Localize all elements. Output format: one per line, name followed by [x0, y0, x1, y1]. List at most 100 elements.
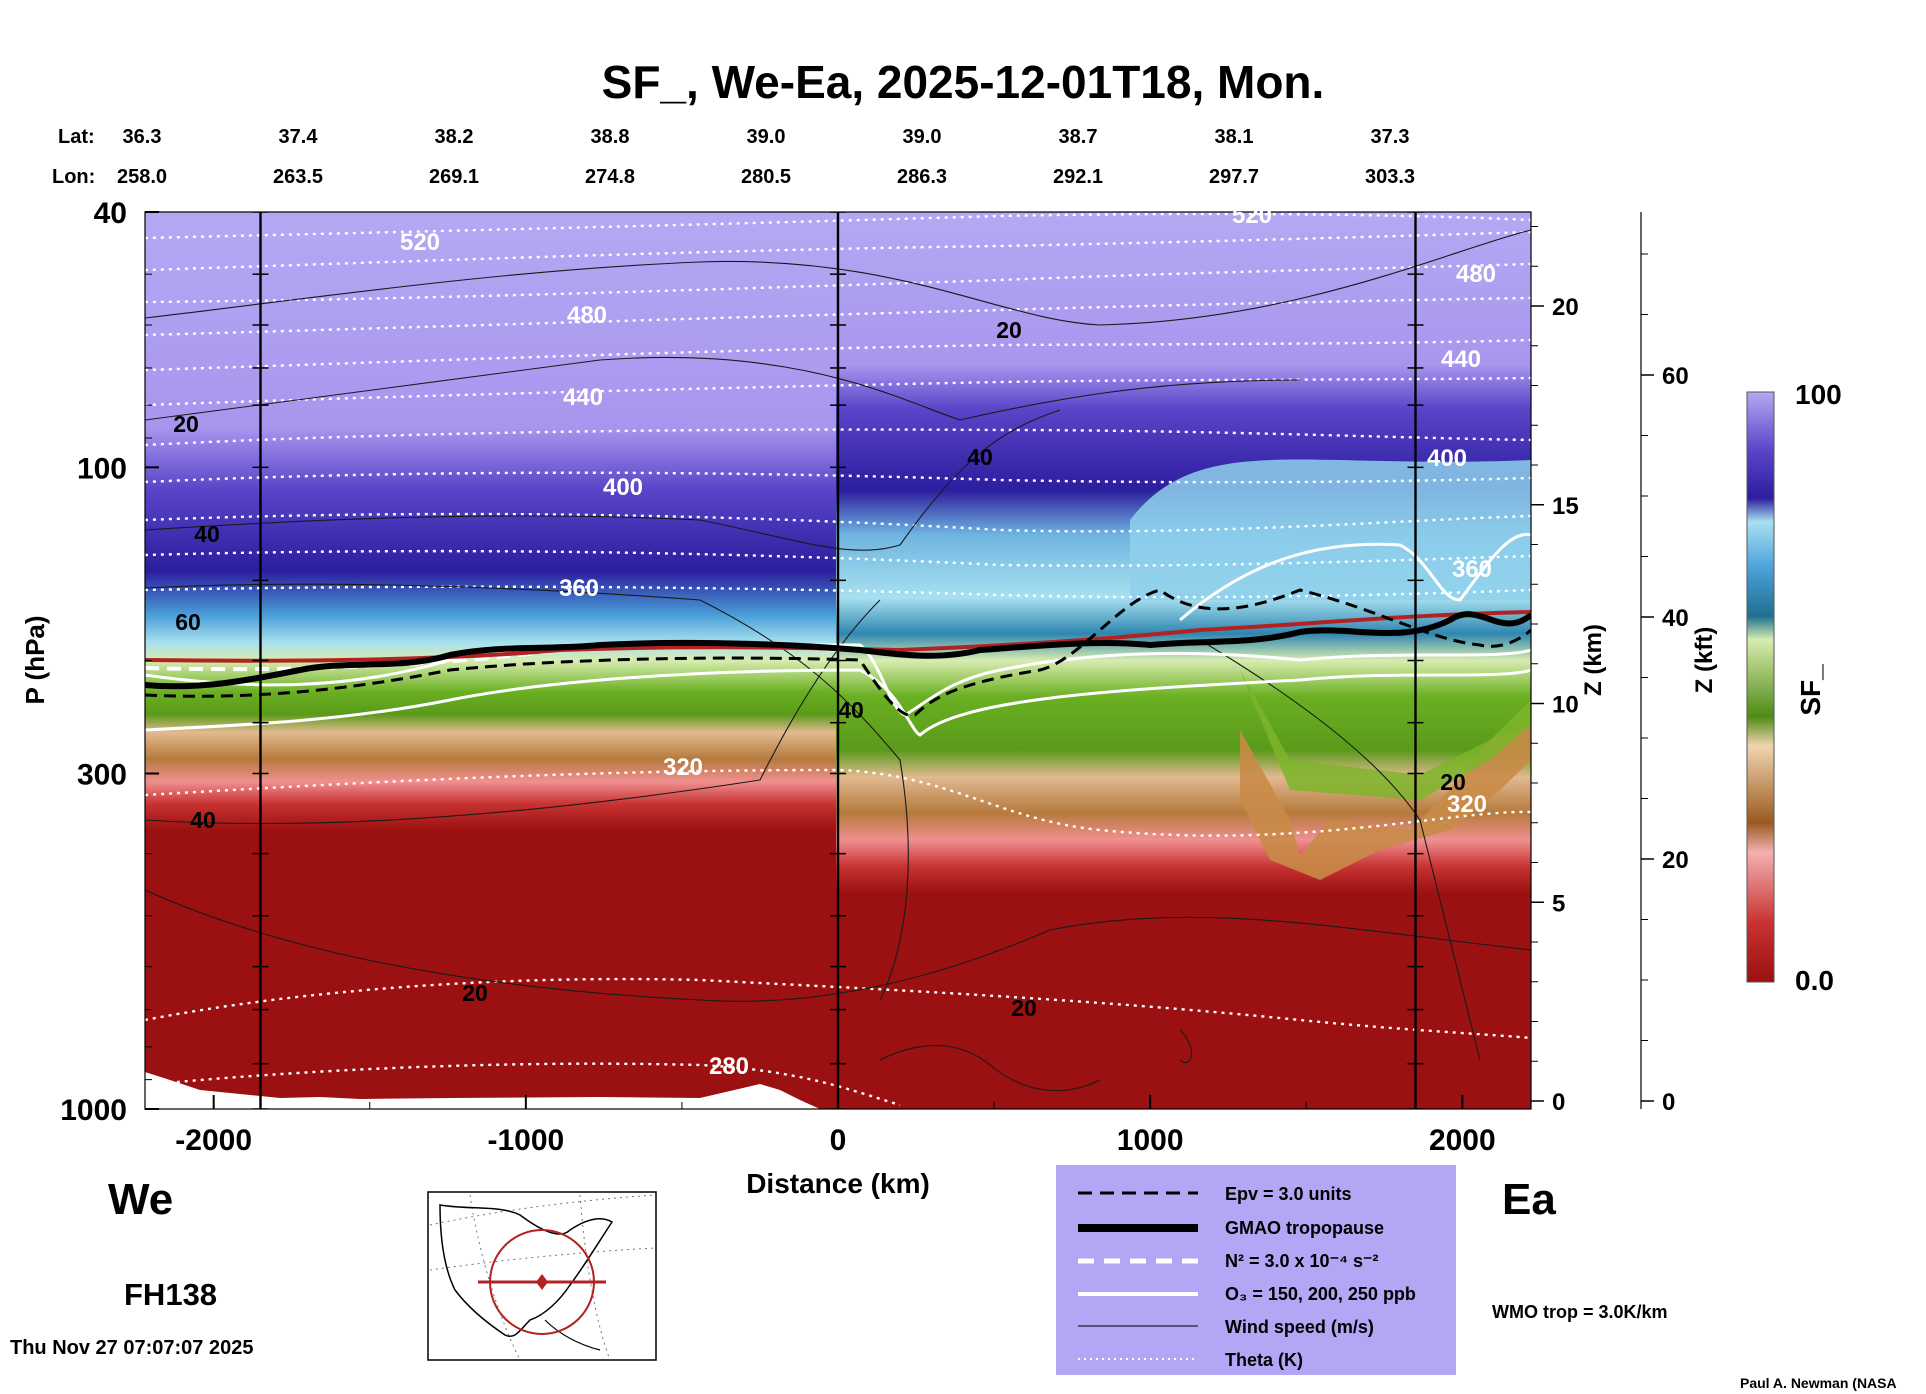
theta-label-east: 480 [1456, 261, 1496, 288]
lat-value: 38.2 [435, 126, 474, 148]
theta-label: 400 [603, 474, 643, 501]
lat-value: 36.3 [123, 126, 162, 148]
x-tick-label: 0 [830, 1124, 847, 1157]
latlon-header: Lat: Lon: 36.3 37.4 38.2 38.8 39.0 39.0 38.7 38… [52, 126, 1415, 188]
lon-value: 263.5 [273, 166, 323, 188]
lon-value: 258.0 [117, 166, 167, 188]
theta-label: 480 [567, 302, 607, 329]
wind-label: 40 [838, 697, 864, 723]
wind-label: 40 [190, 807, 216, 833]
east-label: Ea [1502, 1175, 1556, 1224]
z-kft-axis: 60 40 20 0 Z (kft) [1640, 212, 1718, 1116]
lon-value: 269.1 [429, 166, 479, 188]
colorbar: 100 0.0 SF_ [1746, 379, 1842, 996]
wind-label: 20 [1011, 995, 1037, 1021]
lon-value: 274.8 [585, 166, 635, 188]
lon-value: 286.3 [897, 166, 947, 188]
legend: Epv = 3.0 units GMAO tropopause N² = 3.0… [1056, 1165, 1456, 1375]
wind-label: 20 [1440, 769, 1466, 795]
legend-item: Wind speed (m/s) [1225, 1317, 1374, 1337]
theta-label: 360 [559, 575, 599, 602]
legend-item: Theta (K) [1225, 1350, 1303, 1370]
z-kft-tick-label: 0 [1662, 1089, 1675, 1116]
x-axis-label: Distance (km) [746, 1168, 930, 1199]
y-tick-label: 100 [77, 452, 127, 485]
west-label: We [108, 1175, 173, 1224]
z-km-tick-label: 5 [1552, 890, 1565, 917]
lon-value: 297.7 [1209, 166, 1259, 188]
x-axis: -2000 -1000 0 1000 2000 [175, 1095, 1496, 1157]
lon-value: 303.3 [1365, 166, 1415, 188]
lat-value: 37.3 [1371, 126, 1410, 148]
z-km-label: Z (km) [1580, 624, 1607, 696]
z-kft-tick-label: 40 [1662, 605, 1689, 632]
theta-label: 280 [709, 1053, 749, 1080]
theta-label: 520 [400, 229, 440, 256]
lat-value: 38.7 [1059, 126, 1098, 148]
east-ozone-plume [1130, 459, 1531, 600]
lat-value: 38.8 [591, 126, 630, 148]
wind-label: 40 [967, 444, 993, 470]
lat-value: 39.0 [747, 126, 786, 148]
terrain [145, 1072, 820, 1109]
lon-value: 280.5 [741, 166, 791, 188]
z-km-axis: 20 15 10 5 0 Z (km) [1530, 212, 1607, 1116]
legend-box [1056, 1165, 1456, 1375]
z-kft-tick-label: 60 [1662, 363, 1689, 390]
theta-label-east: 320 [1447, 791, 1487, 818]
wind-label: 20 [173, 411, 199, 437]
colorbar-scale [1746, 391, 1775, 983]
colorbar-label: SF_ [1795, 664, 1826, 716]
lat-label: Lat: [58, 126, 95, 148]
chart-title: SF_, We-Ea, 2025-12-01T18, Mon. [602, 56, 1325, 108]
lat-value: 39.0 [903, 126, 942, 148]
field-east [836, 212, 1531, 1109]
wind-label: 40 [194, 521, 220, 547]
coastline [439, 1204, 614, 1337]
forecast-hour: FH138 [124, 1277, 217, 1312]
east-brown-intrusion [1240, 725, 1531, 880]
lat-value: 37.4 [279, 126, 319, 148]
gmao-tropopause-line [145, 611, 1531, 690]
map-center-marker [536, 1274, 548, 1290]
contour-labels: 520 480 440 400 360 320 280 520 480 440 … [173, 202, 1496, 1080]
theta-label: 320 [663, 754, 703, 781]
inset-map [427, 1191, 657, 1361]
x-tick-label: -2000 [175, 1124, 252, 1157]
timestamp: Thu Nov 27 07:07:07 2025 [10, 1337, 253, 1359]
credit: Paul A. Newman (NASA [1740, 1375, 1897, 1391]
y-tick-label: 300 [77, 758, 127, 791]
lat-value: 38.1 [1215, 126, 1254, 148]
x-tick-label: 1000 [1117, 1124, 1184, 1157]
lon-label: Lon: [52, 166, 95, 188]
theta-label-east: 400 [1427, 445, 1467, 472]
x-tick-label: 2000 [1429, 1124, 1496, 1157]
wind-label: 20 [996, 317, 1022, 343]
z-km-tick-label: 10 [1552, 692, 1579, 719]
theta-label: 440 [563, 384, 603, 411]
legend-item: Epv = 3.0 units [1225, 1184, 1352, 1204]
theta-contours [145, 212, 1531, 1107]
plot-field [145, 212, 1531, 1109]
legend-item: GMAO tropopause [1225, 1218, 1384, 1238]
y-axis: 40 100 300 1000 [60, 197, 159, 1127]
wind-label: 20 [462, 980, 488, 1006]
legend-item: N² = 3.0 x 10⁻⁴ s⁻² [1225, 1251, 1378, 1271]
y-axis-label: P (hPa) [20, 615, 50, 704]
theta-label-east: 520 [1232, 202, 1272, 229]
z-km-tick-label: 0 [1552, 1089, 1565, 1116]
z-kft-label: Z (kft) [1691, 627, 1718, 694]
x-tick-label: -1000 [487, 1124, 564, 1157]
epv-contour [145, 588, 1531, 717]
wind-speed-contours [145, 229, 1531, 1092]
lon-value: 292.1 [1053, 166, 1103, 188]
east-green-intrusion [1240, 670, 1531, 800]
z-kft-tick-label: 20 [1662, 847, 1689, 874]
theta-label-east: 440 [1441, 346, 1481, 373]
colorbar-min: 0.0 [1795, 965, 1834, 996]
z-km-tick-label: 20 [1552, 294, 1579, 321]
legend-item: O₃ = 150, 200, 250 ppb [1225, 1284, 1416, 1304]
wmo-label: WMO trop = 3.0K/km [1492, 1302, 1668, 1322]
z-km-tick-label: 15 [1552, 493, 1579, 520]
